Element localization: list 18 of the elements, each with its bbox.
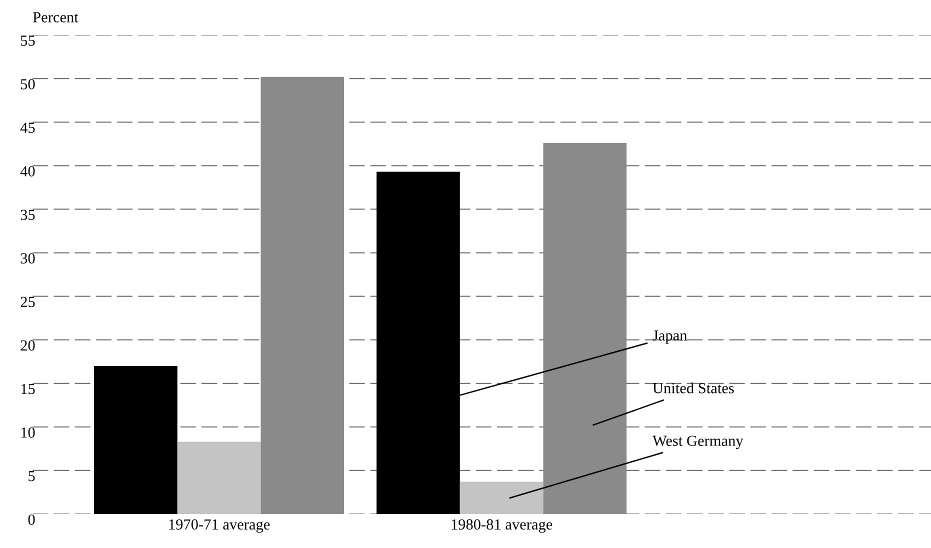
y-tick-label: 55 (20, 36, 35, 46)
y-axis-title: Percent (33, 12, 78, 22)
y-tick-label: 35 (20, 210, 35, 220)
x-tick-label: 1970-71 average (169, 519, 270, 533)
y-tick-label: 50 (20, 79, 35, 90)
y-tick-label: 45 (20, 122, 35, 133)
text: West Germany (652, 436, 744, 450)
y-tick-label: 30 (20, 253, 35, 264)
y-tick-label: 40 (20, 166, 35, 176)
y-tick-label: 25 (20, 296, 35, 308)
y-tick-label: 10 (21, 427, 35, 438)
text: Japan (652, 330, 688, 344)
series-label: United States (652, 382, 734, 394)
y-tick-label: 0 (28, 514, 35, 525)
y-tick-label: 5 (28, 471, 35, 482)
x-tick-label: 1980-81 average (452, 519, 552, 533)
y-tick-label: 15 (21, 384, 35, 394)
y-tick-label: 20 (20, 340, 35, 351)
